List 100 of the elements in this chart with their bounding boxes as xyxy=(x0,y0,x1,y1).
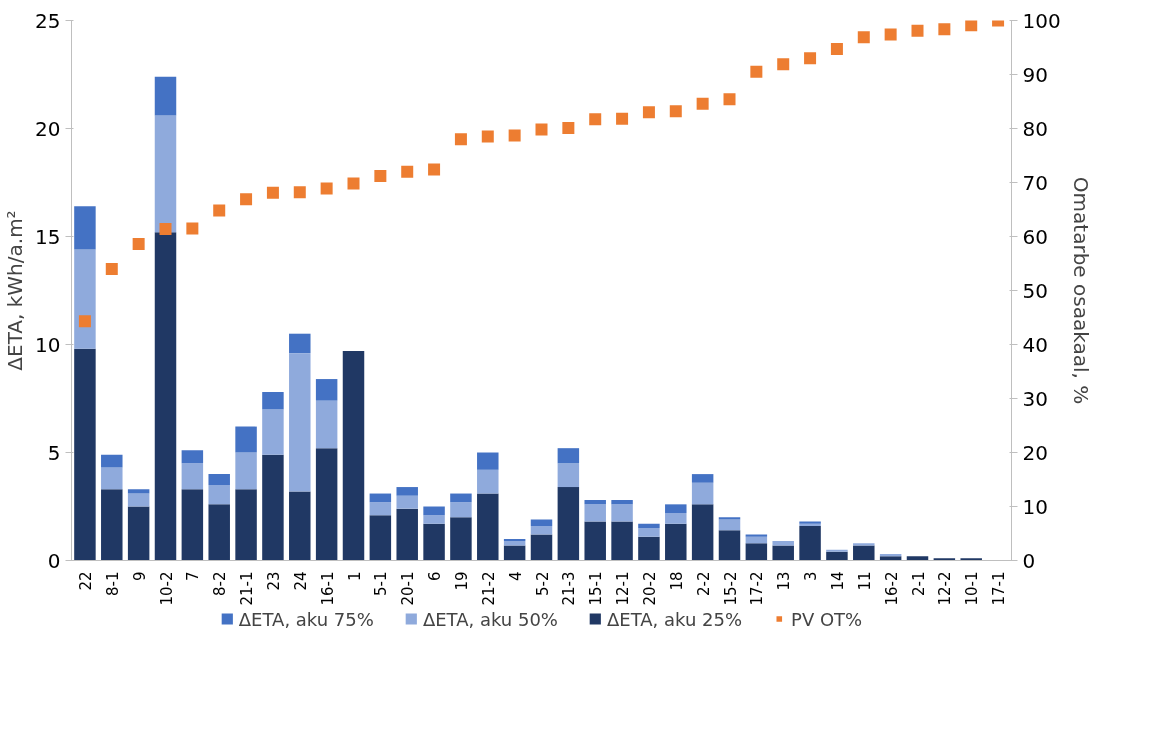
bar xyxy=(879,554,902,557)
bar xyxy=(718,517,741,520)
point xyxy=(562,121,575,134)
bar xyxy=(960,558,982,561)
bar xyxy=(584,500,606,505)
y2-tick-label: 70 xyxy=(1022,170,1048,195)
x-tick-label: 23 xyxy=(264,571,283,591)
bar xyxy=(315,448,338,561)
point xyxy=(938,23,951,36)
bar xyxy=(74,206,96,250)
point xyxy=(213,204,226,217)
point xyxy=(159,222,172,235)
bar xyxy=(127,506,150,561)
legend-label: PV OT% xyxy=(791,608,863,629)
point xyxy=(669,105,682,118)
point xyxy=(293,186,306,199)
x-tick-label: 9 xyxy=(130,571,149,582)
bar xyxy=(477,493,499,561)
x-tick-label: 11 xyxy=(855,571,874,591)
y-tick-label: 20 xyxy=(35,116,61,141)
y2-tick-label: 10 xyxy=(1022,494,1048,519)
point xyxy=(642,106,655,119)
bar xyxy=(396,495,418,509)
bar xyxy=(423,523,445,561)
x-tick-label: 8-2 xyxy=(211,571,230,596)
bar xyxy=(208,474,230,485)
bar xyxy=(745,536,768,544)
bar xyxy=(611,504,633,522)
point xyxy=(240,193,253,206)
bar xyxy=(718,519,741,531)
point xyxy=(857,31,870,44)
point xyxy=(830,43,843,56)
y2-tick-label: 0 xyxy=(1022,548,1036,573)
bar xyxy=(772,545,794,561)
bar xyxy=(503,545,526,561)
point xyxy=(884,28,897,41)
x-tick-label: 19 xyxy=(452,571,471,591)
bar xyxy=(154,232,177,561)
bar xyxy=(208,484,230,505)
point xyxy=(911,24,924,37)
bar xyxy=(342,350,365,561)
bar xyxy=(665,523,687,561)
point xyxy=(78,315,91,328)
bar xyxy=(557,487,580,561)
legend-label: ΔETA, aku 50% xyxy=(422,608,558,629)
bar xyxy=(74,249,96,349)
bar xyxy=(289,491,311,561)
bar xyxy=(181,463,204,490)
bar xyxy=(638,536,660,561)
x-tick-label: 21-2 xyxy=(479,571,498,606)
x-tick-label: 21-3 xyxy=(560,571,579,606)
y2-tick-label: 40 xyxy=(1022,332,1048,357)
point xyxy=(723,93,736,106)
y2-tick-label: 80 xyxy=(1022,116,1048,141)
point xyxy=(347,177,360,190)
bar xyxy=(933,558,956,561)
x-tick-label: 13 xyxy=(775,571,794,591)
y2-axis-title: Omatarbe osaakaal, % xyxy=(1068,176,1093,405)
bar xyxy=(369,502,392,516)
bar xyxy=(154,76,177,116)
x-tick-label: 18 xyxy=(667,571,686,591)
point xyxy=(777,58,790,71)
bar xyxy=(853,543,875,546)
y-tick-label: 25 xyxy=(35,8,61,33)
bar xyxy=(718,530,741,561)
x-tick-label: 2-2 xyxy=(694,571,713,596)
bar xyxy=(503,541,526,546)
x-tick-label: 17-2 xyxy=(748,571,767,606)
bar xyxy=(369,515,392,561)
y-tick-label: 15 xyxy=(35,224,61,249)
x-tick-label: 6 xyxy=(426,571,445,582)
x-tick-label: 24 xyxy=(291,571,310,591)
bar xyxy=(853,545,875,561)
point xyxy=(266,186,279,199)
x-tick-label: 10-2 xyxy=(157,571,176,606)
x-tick-label: 7 xyxy=(184,571,203,582)
bar xyxy=(74,348,96,561)
bar xyxy=(584,504,606,522)
x-tick-label: 16-2 xyxy=(882,571,901,606)
bar xyxy=(289,353,311,492)
bar xyxy=(208,504,230,561)
y-tick-label: 0 xyxy=(47,548,61,573)
bar xyxy=(772,541,794,546)
y2-tick-label: 20 xyxy=(1022,440,1048,465)
bar xyxy=(611,521,633,561)
bar xyxy=(691,474,714,483)
bar xyxy=(530,534,553,561)
x-tick-label: 17-1 xyxy=(990,571,1009,606)
bar xyxy=(503,538,526,542)
bar xyxy=(638,528,660,537)
x-tick-label: 8-1 xyxy=(103,571,122,596)
bar xyxy=(530,519,553,526)
bar xyxy=(101,489,123,561)
bar xyxy=(826,551,848,561)
bar xyxy=(181,489,204,561)
bar xyxy=(665,512,687,524)
point xyxy=(428,163,441,176)
point xyxy=(616,112,629,125)
bar xyxy=(127,489,150,494)
bar xyxy=(396,487,418,496)
